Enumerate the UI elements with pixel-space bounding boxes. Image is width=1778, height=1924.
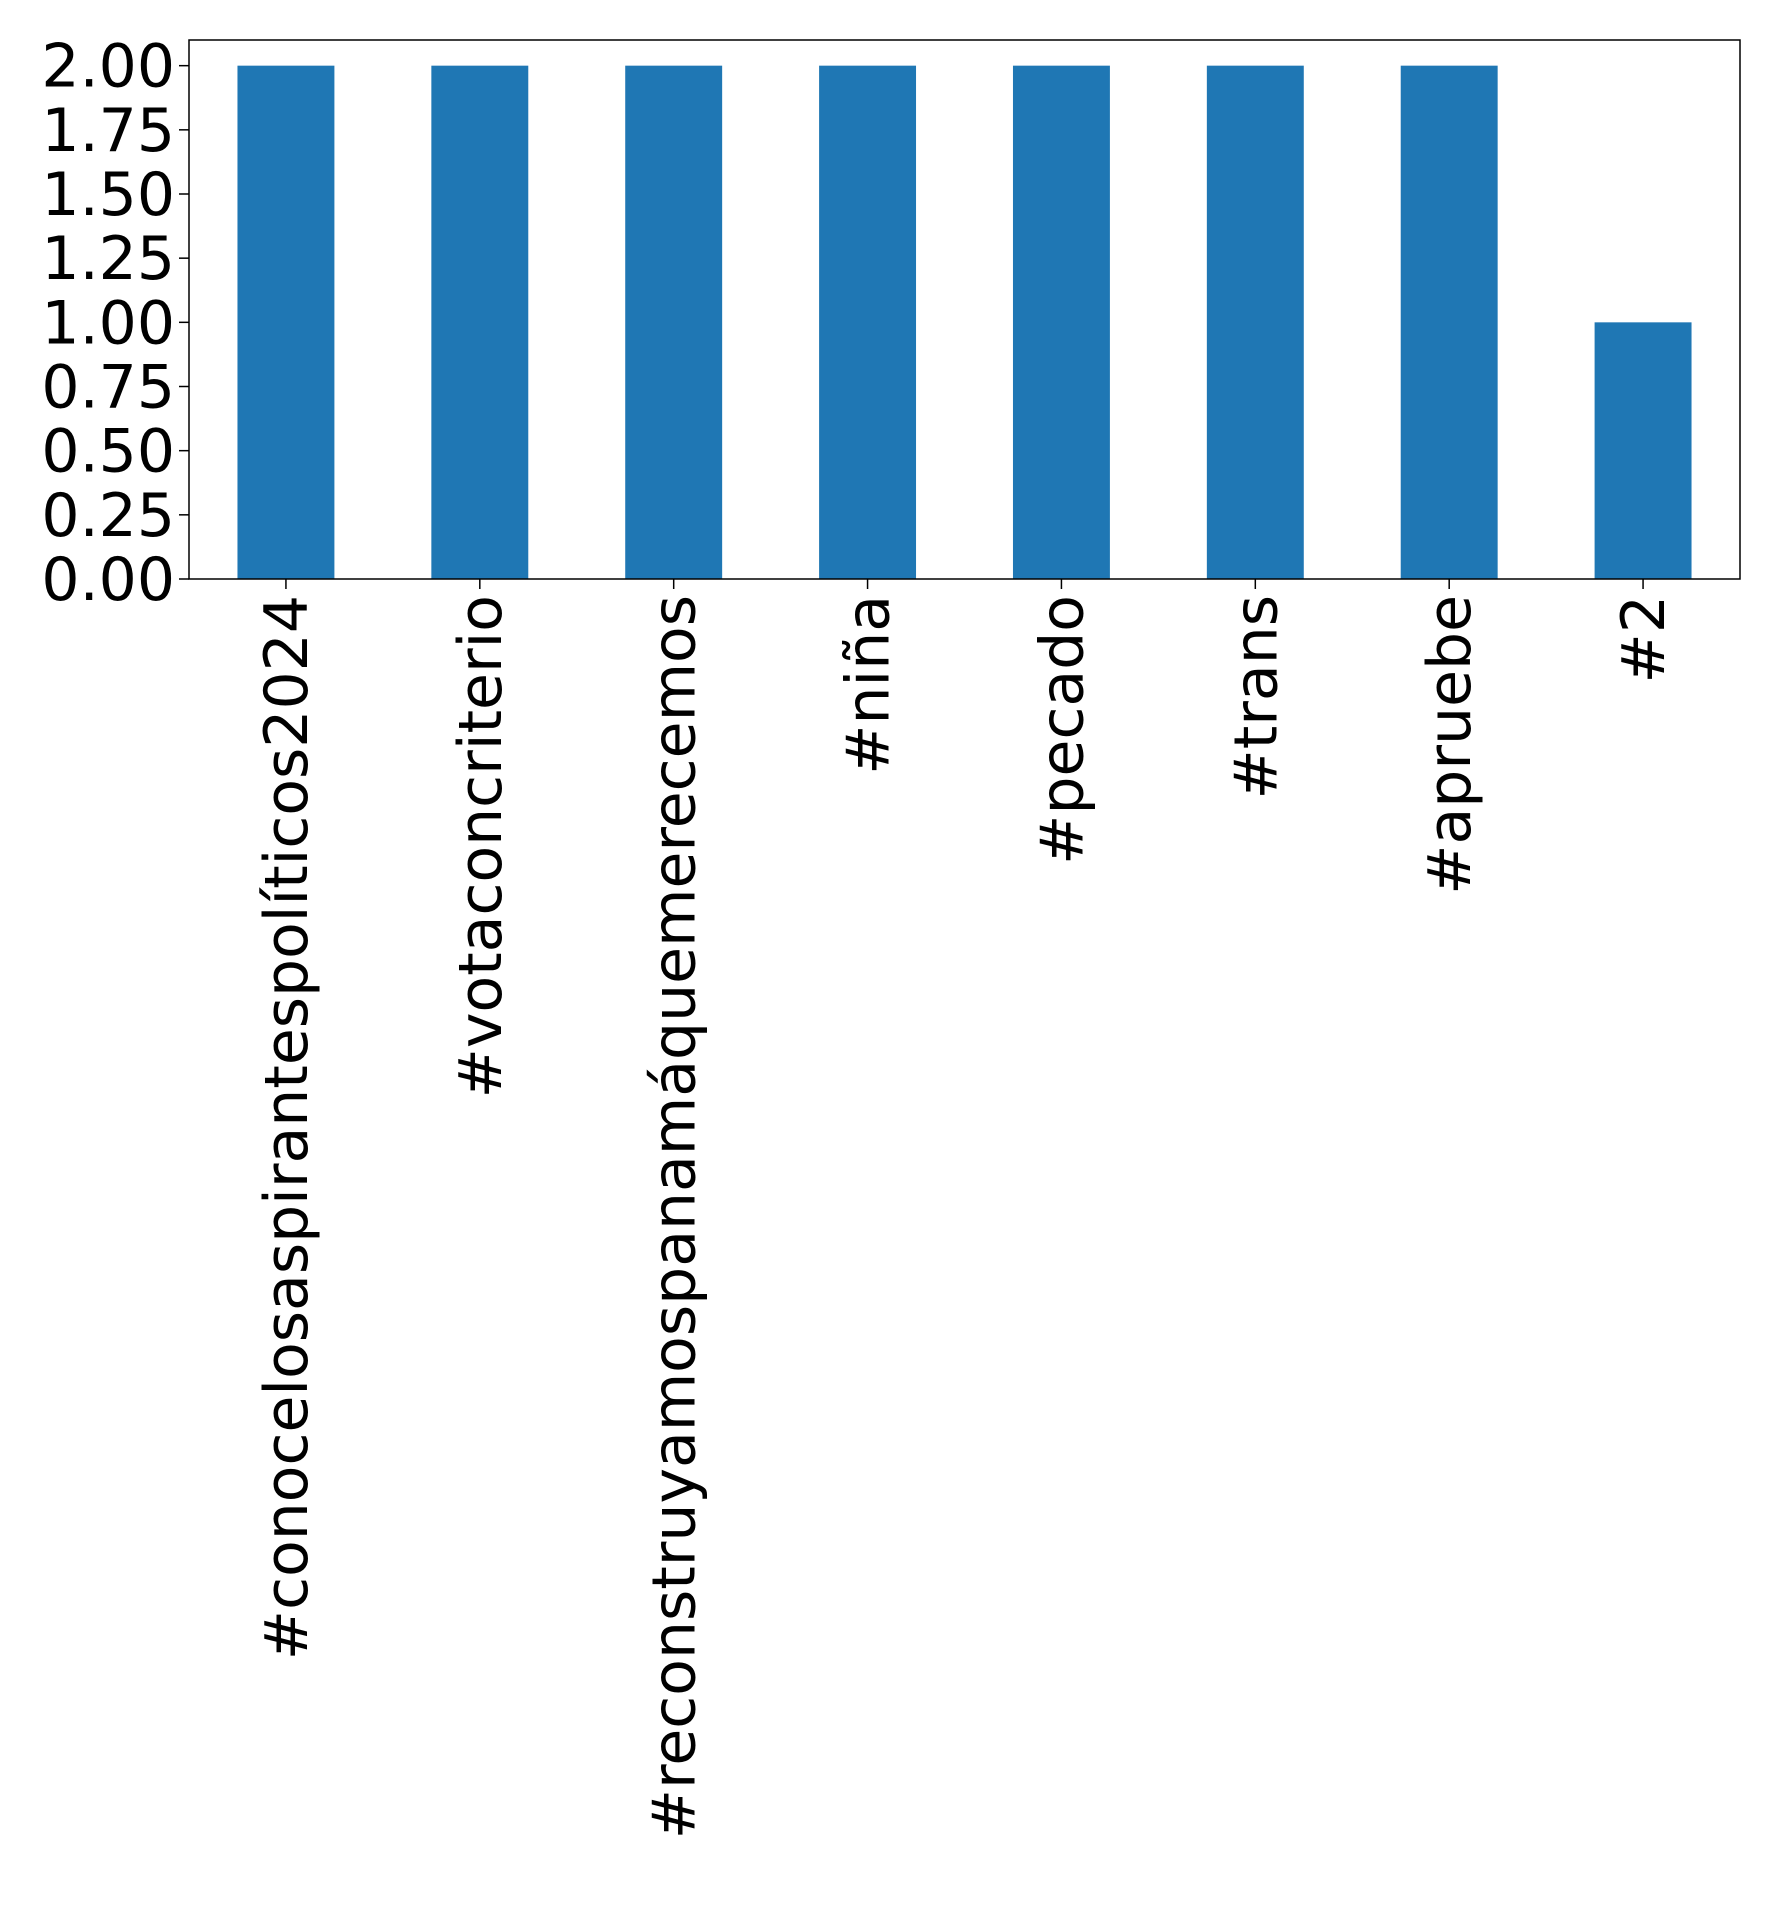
bar-1 <box>237 65 335 579</box>
bar-7 <box>1400 65 1498 579</box>
x-axis: #conocelosaspirantespolíticos2024 #votaco… <box>252 579 1679 1839</box>
y-tick-label: 0.50 <box>41 417 175 487</box>
bar-3 <box>625 65 723 579</box>
bar-4 <box>819 65 917 579</box>
x-tick-label: #trans <box>1221 595 1291 800</box>
y-tick-label: 1.00 <box>41 288 175 358</box>
x-tick-label: #conocelosaspirantespolíticos2024 <box>252 595 322 1660</box>
y-tick-label: 1.25 <box>41 224 175 294</box>
y-tick-label: 1.50 <box>41 160 175 230</box>
bar-2 <box>431 65 529 579</box>
y-tick-label: 1.75 <box>41 96 175 166</box>
y-axis: 0.000.250.500.751.001.251.501.752.00 <box>41 32 189 615</box>
bars-group <box>237 65 1692 579</box>
bar-6 <box>1206 65 1304 579</box>
plot-frame <box>188 39 1741 580</box>
y-tick-label: 0.25 <box>41 481 175 551</box>
bar-8 <box>1594 322 1692 579</box>
bar-5 <box>1012 65 1110 579</box>
x-tick-label: #votaconcriterio <box>446 595 516 1098</box>
x-tick-label: #apruebe <box>1415 595 1485 895</box>
y-tick-label: 0.75 <box>41 353 175 423</box>
x-tick-label: #pecado <box>1027 595 1097 865</box>
y-tick-label: 2.00 <box>41 32 175 102</box>
x-tick-label: #reconstruyamospanamáquemerecemos <box>640 595 710 1839</box>
x-tick-label: #niña <box>834 595 904 775</box>
y-tick-label: 0.00 <box>41 545 175 615</box>
x-tick-label: #2 <box>1609 595 1679 683</box>
